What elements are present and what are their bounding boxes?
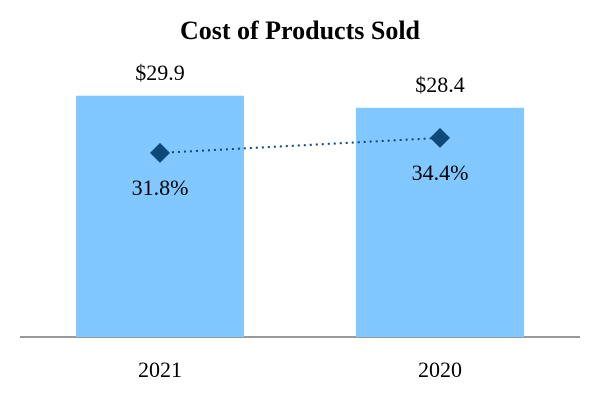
marker xyxy=(150,142,170,163)
marker xyxy=(430,127,450,148)
line-value-label: 34.4% xyxy=(412,160,469,185)
chart-title: Cost of Products Sold xyxy=(180,16,421,45)
x-tick-label: 2020 xyxy=(418,357,462,382)
bar xyxy=(76,95,244,337)
line-value-label: 31.8% xyxy=(132,175,189,200)
x-tick-label: 2021 xyxy=(138,357,182,382)
bar-value-label: $28.4 xyxy=(415,72,465,97)
bar-value-label: $29.9 xyxy=(135,60,185,85)
